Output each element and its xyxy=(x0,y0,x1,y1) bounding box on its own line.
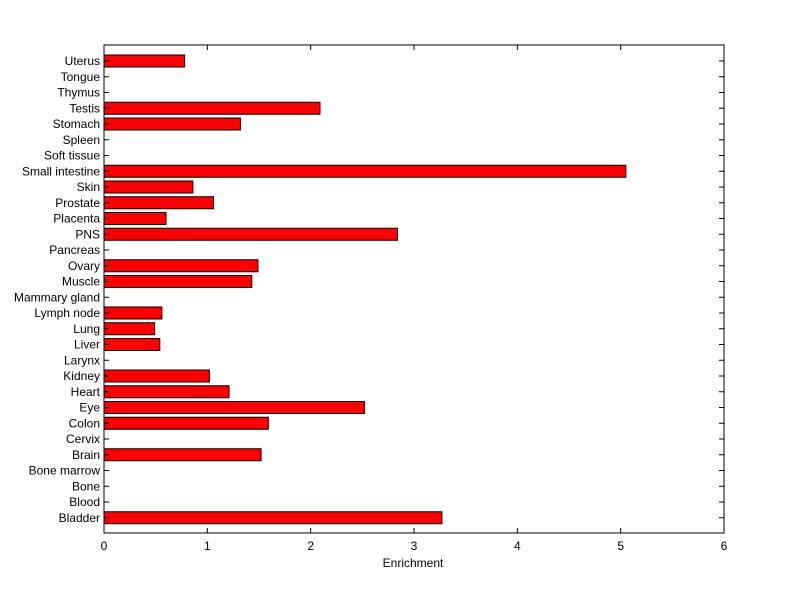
bar-brain xyxy=(103,448,262,462)
y-tick-label: Placenta xyxy=(53,212,100,226)
bar-lymph-node xyxy=(103,306,163,320)
y-tick-label: Larynx xyxy=(64,353,100,367)
y-tick-label: Spleen xyxy=(63,133,100,147)
bar-ovary xyxy=(103,259,259,273)
y-tick-label: Skin xyxy=(77,180,100,194)
y-tick-label: Bladder xyxy=(59,511,100,525)
y-tick-label: Liver xyxy=(74,338,100,352)
bar-heart xyxy=(103,385,230,399)
x-tick-label: 6 xyxy=(721,539,728,553)
x-tick-label: 2 xyxy=(307,539,314,553)
y-tick-label: Stomach xyxy=(53,117,100,131)
bar-small-intestine xyxy=(103,164,627,178)
x-tick-label: 1 xyxy=(204,539,211,553)
y-tick-label: Testis xyxy=(69,101,100,115)
y-tick-label: Eye xyxy=(79,401,100,415)
y-tick-label: Kidney xyxy=(63,369,100,383)
x-axis-title: Enrichment xyxy=(383,556,444,570)
bar-bladder xyxy=(103,511,443,525)
y-tick-label: Bone marrow xyxy=(29,464,101,478)
bar-stomach xyxy=(103,117,241,131)
bar-eye xyxy=(103,401,365,414)
y-tick-label: Lung xyxy=(73,322,100,336)
x-tick-label: 4 xyxy=(514,539,521,553)
bar-skin xyxy=(103,180,194,194)
y-tick-label: Lymph node xyxy=(34,306,100,320)
y-tick-label: Muscle xyxy=(62,275,100,289)
y-tick-label: Colon xyxy=(69,416,100,430)
x-tick-label: 3 xyxy=(411,539,418,553)
bar-muscle xyxy=(103,275,253,288)
x-tick-label: 0 xyxy=(101,539,108,553)
y-tick-label: Ovary xyxy=(68,259,100,273)
bar-pns xyxy=(103,227,398,241)
y-tick-label: Bone xyxy=(72,479,100,493)
y-tick-label: Soft tissue xyxy=(44,149,100,163)
bar-kidney xyxy=(103,369,210,383)
y-tick-label: Thymus xyxy=(57,86,100,100)
y-tick-label: PNS xyxy=(75,227,100,241)
bar-colon xyxy=(103,416,269,430)
y-tick-label: Blood xyxy=(69,495,100,509)
y-tick-label: Heart xyxy=(71,385,101,399)
bar-prostate xyxy=(103,196,215,210)
bar-uterus xyxy=(103,54,186,68)
y-tick-label: Mammary gland xyxy=(14,290,100,304)
plot-frame xyxy=(103,44,725,534)
y-tick-label: Cervix xyxy=(66,432,100,446)
y-tick-label: Tongue xyxy=(61,70,101,84)
bar-placenta xyxy=(103,212,167,225)
x-tick-labels: 0 1 2 3 4 5 6 xyxy=(101,539,728,553)
y-tick-label: Brain xyxy=(72,448,100,462)
bar-liver xyxy=(103,338,161,351)
y-tick-label: Uterus xyxy=(65,54,100,68)
bar-testis xyxy=(103,101,321,115)
y-tick-label: Small intestine xyxy=(22,164,100,178)
y-tick-label: Pancreas xyxy=(49,243,100,257)
y-tick-label: Prostate xyxy=(55,196,100,210)
x-tick-label: 5 xyxy=(617,539,624,553)
bar-lung xyxy=(103,322,156,336)
